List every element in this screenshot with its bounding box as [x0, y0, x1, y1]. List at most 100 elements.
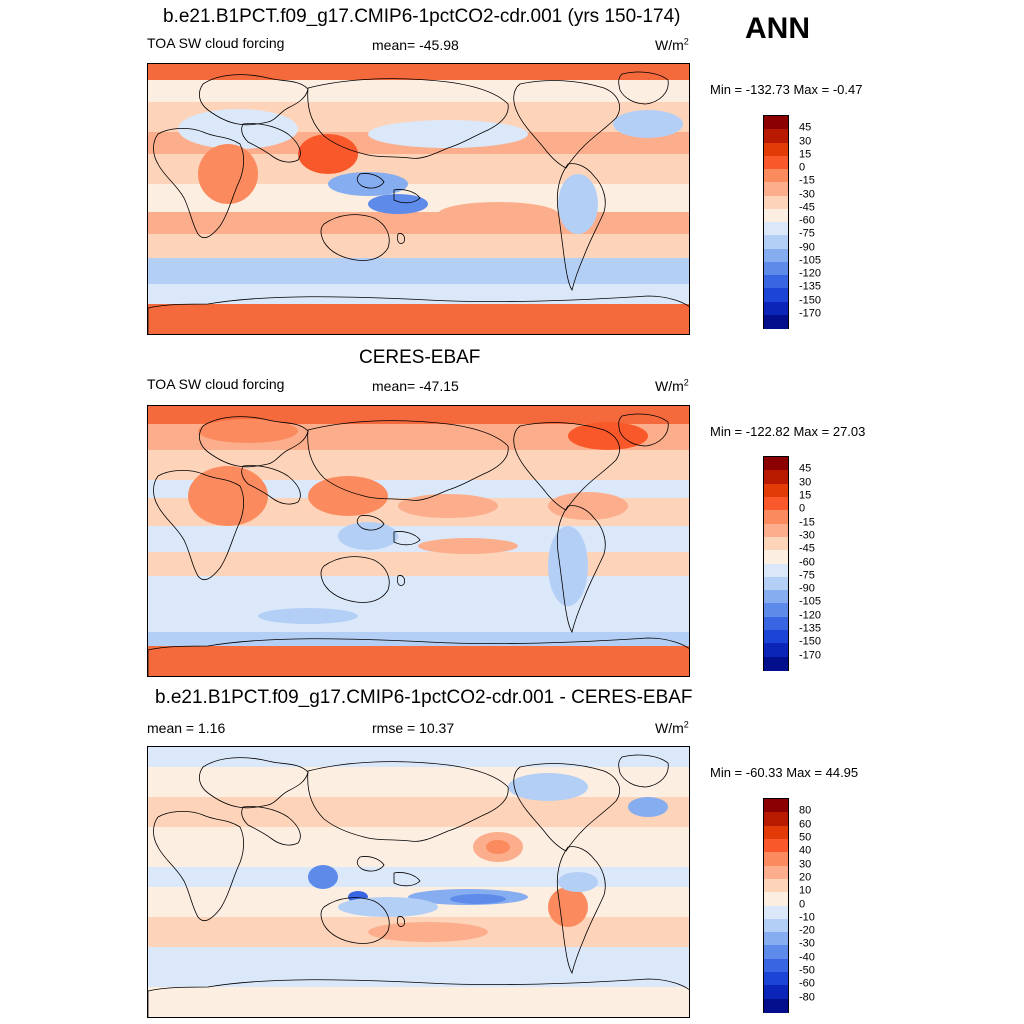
colorbar-swatch [764, 838, 788, 853]
colorbar-swatch [764, 116, 788, 130]
colorbar-tick-label: -170 [799, 649, 822, 662]
colorbar-tick-label: -60 [799, 214, 815, 227]
colorbar-swatch [764, 457, 788, 471]
units-label: W/m2 [655, 377, 689, 394]
colorbar-tick-label: 45 [799, 121, 812, 134]
colorbar-swatch [764, 878, 788, 893]
panel-title: b.e21.B1PCT.f09_g17.CMIP6-1pctCO2-cdr.00… [155, 687, 693, 708]
colorbar-swatch [764, 918, 788, 933]
colorbar-swatch [764, 865, 788, 880]
colorbar-swatch [764, 510, 788, 525]
colorbar-swatch [764, 155, 788, 170]
colorbar-swatch [764, 470, 788, 485]
colorbar-tick-label: -75 [799, 569, 815, 582]
colorbar-swatch [764, 301, 788, 316]
colorbar-swatch [764, 536, 788, 551]
colorbar-tick-label: 50 [799, 831, 812, 844]
colorbar-tick-label: -80 [799, 991, 815, 1004]
colorbar-swatch [764, 195, 788, 210]
rmse-label: rmse = 10.37 [372, 720, 455, 736]
map-field [148, 64, 689, 334]
variable-label: TOA SW cloud forcing [147, 376, 285, 392]
colorbar-swatch [764, 261, 788, 276]
colorbar-diff [763, 798, 789, 1013]
season-label: ANN [745, 12, 810, 45]
colorbar-tick-label: -15 [799, 174, 815, 187]
colorbar-swatch [764, 972, 788, 987]
colorbar-tick-label: 0 [799, 898, 806, 910]
colorbar-swatch [764, 129, 788, 144]
colorbar-swatch [764, 799, 788, 813]
colorbar-tick-label: -30 [799, 188, 815, 200]
colorbar-tick-label: -150 [799, 294, 822, 306]
colorbar-tick-label: 15 [799, 148, 812, 161]
colorbar-tick-label: 30 [799, 476, 812, 489]
panel-title: b.e21.B1PCT.f09_g17.CMIP6-1pctCO2-cdr.00… [163, 6, 681, 27]
colorbar-tick-label: -15 [799, 516, 815, 529]
colorbar-tick-label: 10 [799, 884, 812, 897]
colorbar-swatch [764, 590, 788, 605]
colorbar-swatch [764, 563, 788, 578]
colorbar-swatch [764, 616, 788, 631]
colorbar-tick-label: -60 [799, 977, 815, 990]
min-max-label: Min = -122.82 Max = 27.03 [710, 424, 866, 439]
colorbar-tick-label: -135 [799, 622, 822, 635]
map-field [148, 406, 689, 676]
colorbar-tick-label: -20 [799, 924, 815, 937]
colorbar-tick-label: 30 [799, 135, 812, 147]
colorbar-swatch [764, 576, 788, 591]
map-model [147, 63, 690, 335]
colorbar-swatch [764, 852, 788, 867]
colorbar-tick-label: 15 [799, 489, 812, 502]
colorbar-tick-label: -45 [799, 201, 815, 214]
colorbar-tick-label: -90 [799, 582, 815, 595]
min-max-label: Min = -132.73 Max = -0.47 [710, 82, 863, 97]
colorbar-swatch [764, 630, 788, 645]
colorbar-swatch [764, 945, 788, 960]
colorbar-swatch [764, 905, 788, 920]
map-field [148, 747, 689, 1017]
min-max-label: Min = -60.33 Max = 44.95 [710, 765, 859, 780]
map-diff [147, 746, 690, 1018]
colorbar-tick-label: -120 [799, 267, 822, 280]
colorbar-swatch [764, 643, 788, 658]
colorbar-swatch [764, 523, 788, 538]
colorbar-swatch [764, 998, 788, 1013]
colorbar-swatch [764, 550, 788, 565]
units-label: W/m2 [655, 36, 689, 53]
colorbar-tick-label: -135 [799, 280, 822, 293]
colorbar-tick-label: -120 [799, 609, 822, 622]
colorbar-swatch [764, 496, 788, 511]
colorbar-swatch [764, 958, 788, 973]
colorbar-tick-label: 45 [799, 462, 812, 475]
colorbar-swatch [764, 169, 788, 183]
colorbar-tick-label: 80 [799, 804, 812, 817]
colorbar-tick-label: 20 [799, 871, 812, 884]
colorbar-tick-label: -10 [799, 911, 815, 924]
colorbar-tick-label: -60 [799, 556, 815, 568]
colorbar-tick-label: -45 [799, 542, 815, 555]
panel-title: CERES-EBAF [359, 347, 481, 368]
colorbar-tick-label: 60 [799, 818, 812, 831]
colorbar-tick-label: -30 [799, 937, 815, 950]
colorbar-tick-label: -150 [799, 635, 822, 648]
mean-label: mean= -47.15 [372, 378, 459, 394]
colorbar-tick-label: -50 [799, 964, 815, 977]
colorbar-swatch [764, 812, 788, 827]
mean-label: mean = 1.16 [147, 720, 226, 736]
colorbar-tick-label: 0 [799, 161, 806, 174]
colorbar-tick-label: 40 [799, 844, 812, 857]
colorbar-swatch [764, 248, 788, 263]
colorbar-swatch [764, 235, 788, 250]
colorbar-tick-label: -105 [799, 254, 822, 267]
colorbar-swatch [764, 208, 788, 223]
colorbar-tick-label: -105 [799, 595, 822, 608]
map-obs [147, 405, 690, 677]
colorbar-tick-label: -75 [799, 227, 815, 240]
colorbar-tick-label: -40 [799, 951, 815, 964]
colorbar-swatch [764, 182, 788, 197]
colorbar-tick-label: -30 [799, 529, 815, 542]
colorbar-swatch [764, 275, 788, 289]
colorbar-swatch [764, 483, 788, 498]
colorbar-tick-label: 0 [799, 502, 806, 515]
